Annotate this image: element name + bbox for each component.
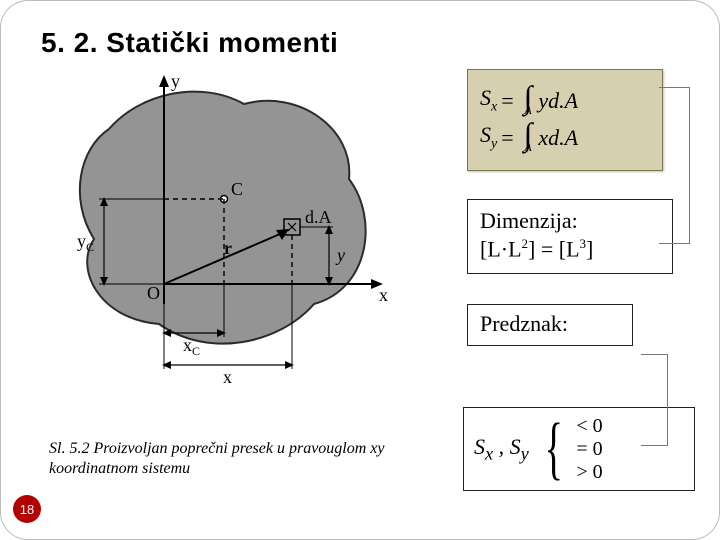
axis-y-label: y: [171, 71, 180, 91]
y-dim-label: y: [335, 245, 345, 265]
sign-label-box: Predznak:: [467, 304, 633, 346]
da-label: d.A: [305, 207, 332, 227]
page-number-badge: 18: [13, 495, 41, 523]
axis-x-label: x: [379, 285, 388, 305]
figure-caption: Sl. 5.2 Proizvoljan poprečni presek u pr…: [49, 439, 409, 479]
formula-sx: Sx = ∫A yd.A: [480, 84, 650, 117]
dimension-box: Dimenzija: [L·L2] = [L3]: [467, 199, 673, 273]
slide-frame: 5. 2. Statički momenti y x O C: [0, 0, 720, 540]
sxsy-symbols: Sx , Sy: [464, 434, 529, 464]
slide-title: 5. 2. Statički momenti: [41, 27, 681, 59]
origin-label: O: [147, 283, 160, 303]
bracket-sign-to-cases: [641, 354, 668, 446]
formula-sy: Sy = ∫A xd.A: [480, 121, 650, 154]
dimension-expr: [L·L2] = [L3]: [480, 236, 660, 262]
x-dim-label: x: [223, 367, 232, 387]
formula-box: Sx = ∫A yd.A Sy = ∫A xd.A: [467, 69, 663, 171]
bracket-formula-to-dim: [659, 87, 690, 244]
r-label: r: [224, 238, 232, 258]
sign-cases: < 0 = 0 > 0: [576, 415, 602, 484]
centroid-label: C: [231, 179, 243, 199]
right-column: Sx = ∫A yd.A Sy = ∫A xd.A Dimenzija: [L·…: [459, 69, 719, 346]
content-area: y x O C d.A r: [39, 69, 681, 499]
brace-icon: {: [544, 414, 562, 484]
figure-cross-section: y x O C d.A r: [49, 69, 399, 409]
